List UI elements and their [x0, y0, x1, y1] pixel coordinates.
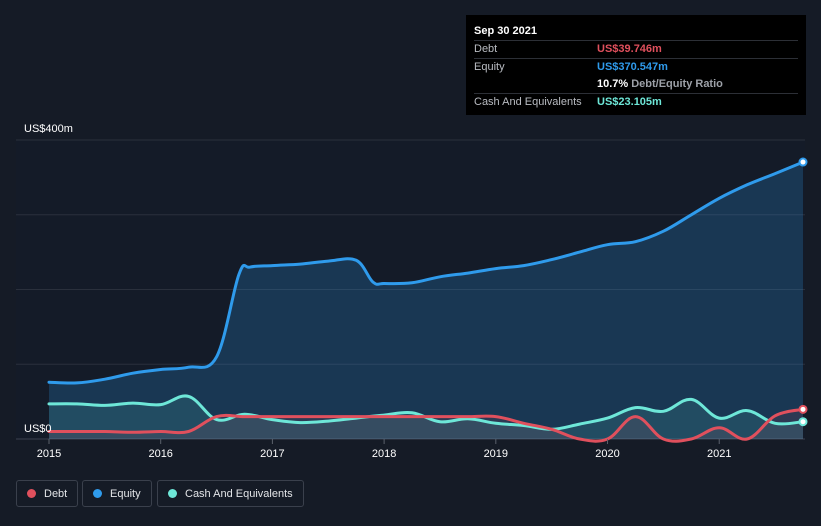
- legend-cash[interactable]: Cash And Equivalents: [157, 480, 304, 507]
- legend-equity-dot: [93, 489, 102, 498]
- debt-endpoint: [798, 404, 808, 414]
- legend-equity[interactable]: Equity: [82, 480, 152, 507]
- tooltip-ratio-value: 10.7%: [597, 78, 629, 90]
- tooltip-debt-value: US$39.746m: [597, 43, 662, 55]
- x-tick-label: 2018: [372, 448, 396, 460]
- tooltip-ratio-label: Debt/Equity Ratio: [631, 78, 723, 90]
- equity-line: [47, 160, 805, 385]
- x-axis-ticks: 2015 2016 2017 2018 2019 2020 2021: [37, 439, 731, 460]
- x-tick-label: 2016: [148, 448, 172, 460]
- data-tooltip: Sep 30 2021 Debt US$39.746m Equity US$37…: [466, 15, 806, 115]
- y-axis-zero-label: US$0: [24, 423, 52, 435]
- tooltip-debt-label: Debt: [474, 43, 498, 55]
- x-tick-label: 2020: [595, 448, 619, 460]
- legend-debt-label: Debt: [44, 487, 68, 500]
- tooltip-row-cash: Cash And Equivalents US$23.105m: [474, 93, 798, 111]
- x-tick-label: 2015: [37, 448, 61, 460]
- series-lines: [47, 160, 805, 443]
- legend-equity-label: Equity: [110, 487, 141, 500]
- equity-endpoint: [798, 157, 808, 167]
- x-tick-label: 2021: [707, 448, 731, 460]
- y-axis-top-label: US$400m: [24, 123, 73, 135]
- legend-debt[interactable]: Debt: [16, 480, 79, 507]
- tooltip-row-equity: Equity US$370.547m: [474, 58, 798, 76]
- equity-area: [49, 162, 803, 439]
- legend-debt-dot: [27, 489, 36, 498]
- debt-line: [47, 407, 805, 443]
- tooltip-cash-label: Cash And Equivalents: [474, 96, 582, 108]
- cash-and-equivalents-endpoint: [798, 417, 808, 427]
- legend-cash-dot: [168, 489, 177, 498]
- x-tick-label: 2019: [484, 448, 508, 460]
- tooltip-date: Sep 30 2021: [474, 25, 537, 37]
- legend-cash-label: Cash And Equivalents: [185, 487, 293, 500]
- tooltip-row-ratio: 10.7% Debt/Equity Ratio: [474, 76, 798, 93]
- grid-lines: [16, 139, 805, 440]
- series-endpoints: [798, 157, 808, 427]
- tooltip-equity-label: Equity: [474, 61, 505, 73]
- tooltip-row-debt: Debt US$39.746m: [474, 40, 798, 58]
- tooltip-cash-value: US$23.105m: [597, 96, 662, 108]
- tooltip-equity-value: US$370.547m: [597, 61, 668, 73]
- x-tick-label: 2017: [260, 448, 284, 460]
